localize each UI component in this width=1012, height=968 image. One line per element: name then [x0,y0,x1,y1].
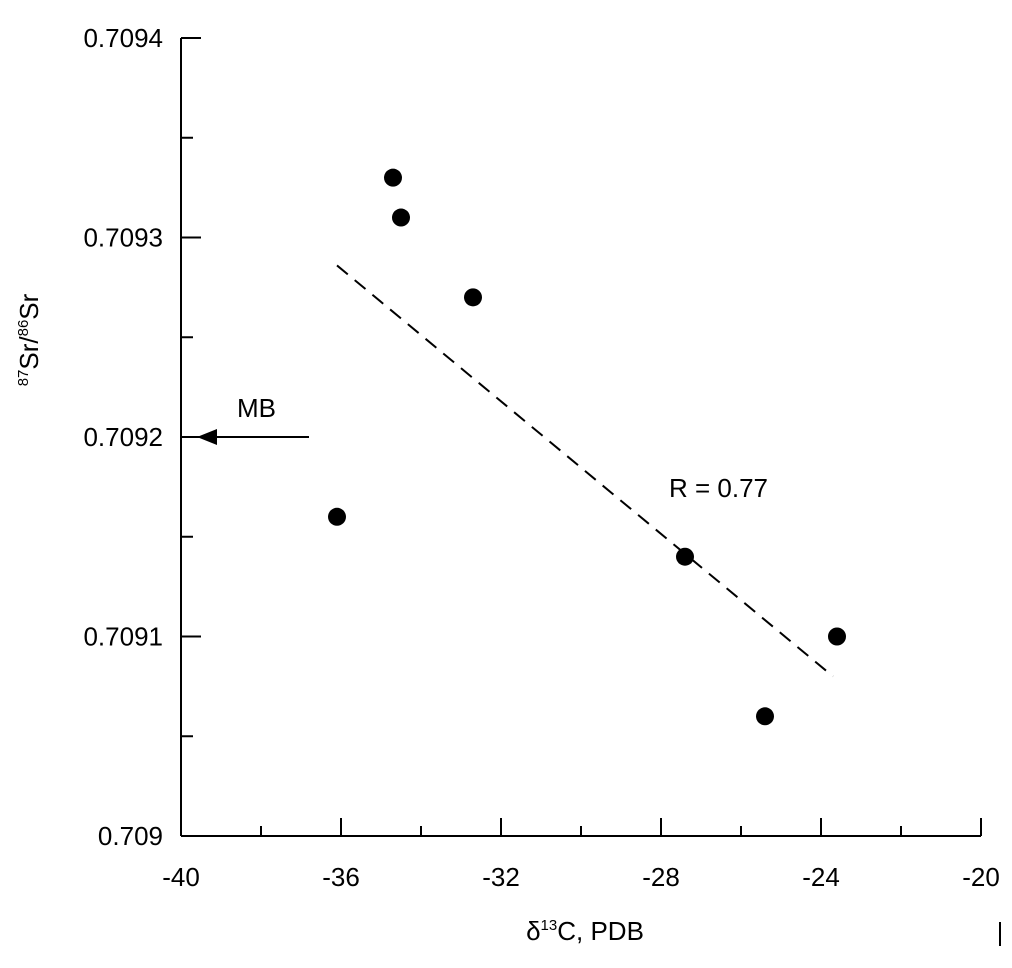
x-tick-label: -40 [162,862,200,892]
data-point [828,627,846,646]
x-tick-label: -24 [802,862,840,892]
x-axis-ticks: -40 -36 -32 -28 -24 -20 [162,818,1000,892]
trendline-group [336,264,834,678]
data-point [464,288,482,307]
x-tick-label: -28 [642,862,680,892]
y-tick-label: 0.709 [98,821,163,851]
data-point [676,547,694,566]
data-points [328,168,846,726]
y-tick-label: 0.7091 [83,622,163,652]
y-axis-label: 87Sr/86Sr [14,293,44,386]
annotations: R = 0.77 MB [197,393,768,503]
mb-annotation-label: MB [237,393,276,423]
data-point [392,208,410,227]
y-tick-label: 0.7092 [83,422,163,452]
x-tick-label: -32 [482,862,520,892]
y-tick-label: 0.7094 [83,23,163,53]
y-tick-label: 0.7093 [83,223,163,253]
mb-arrow-head [197,429,217,445]
x-tick-label: -36 [322,862,360,892]
y-axis-ticks: 0.709 0.7091 0.7092 0.7093 0.7094 [83,23,201,851]
trendline [336,264,834,678]
data-point [384,168,402,187]
data-point [756,707,774,726]
data-point [328,507,346,526]
x-axis-label: δ13C, PDB [526,916,644,946]
r-value-annotation: R = 0.77 [669,473,768,503]
x-tick-label: -20 [962,862,1000,892]
